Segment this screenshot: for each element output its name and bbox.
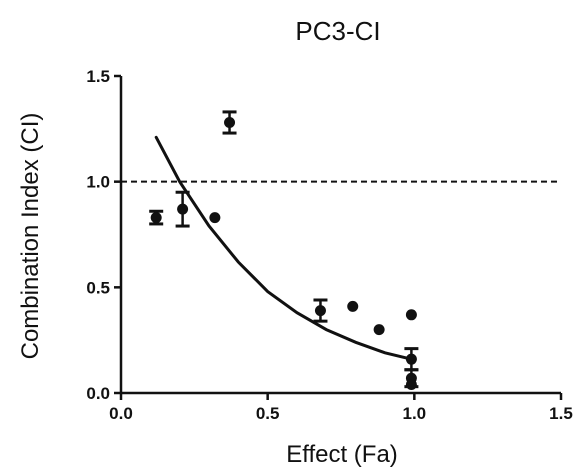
data-point [150, 212, 162, 224]
data-point [405, 353, 417, 365]
data-point [209, 212, 221, 224]
chart-title: PC3-CI [295, 16, 380, 46]
x-tick-label: 1.5 [549, 404, 573, 423]
data-point [405, 379, 417, 391]
data-point [224, 116, 236, 128]
y-axis-label: Combination Index (CI) [17, 113, 44, 360]
y-tick-label: 0.5 [86, 278, 110, 297]
plot-area: 0.0 0.5 1.0 1.5 0.0 0.5 1.0 1.5 [86, 67, 572, 423]
x-tick-label: 0.5 [256, 404, 280, 423]
x-axis-label: Effect (Fa) [286, 441, 398, 468]
y-tick-label: 0.0 [86, 384, 110, 403]
x-tick-label: 1.0 [403, 404, 427, 423]
data-point [405, 309, 417, 321]
fit-curve [154, 135, 413, 361]
y-tick-label: 1.5 [86, 67, 110, 86]
data-point [177, 203, 189, 215]
x-tick-label: 0.0 [109, 404, 133, 423]
y-tick-label: 1.0 [86, 173, 110, 192]
data-point [314, 305, 326, 317]
data-point [373, 324, 385, 336]
data-point [347, 300, 359, 312]
